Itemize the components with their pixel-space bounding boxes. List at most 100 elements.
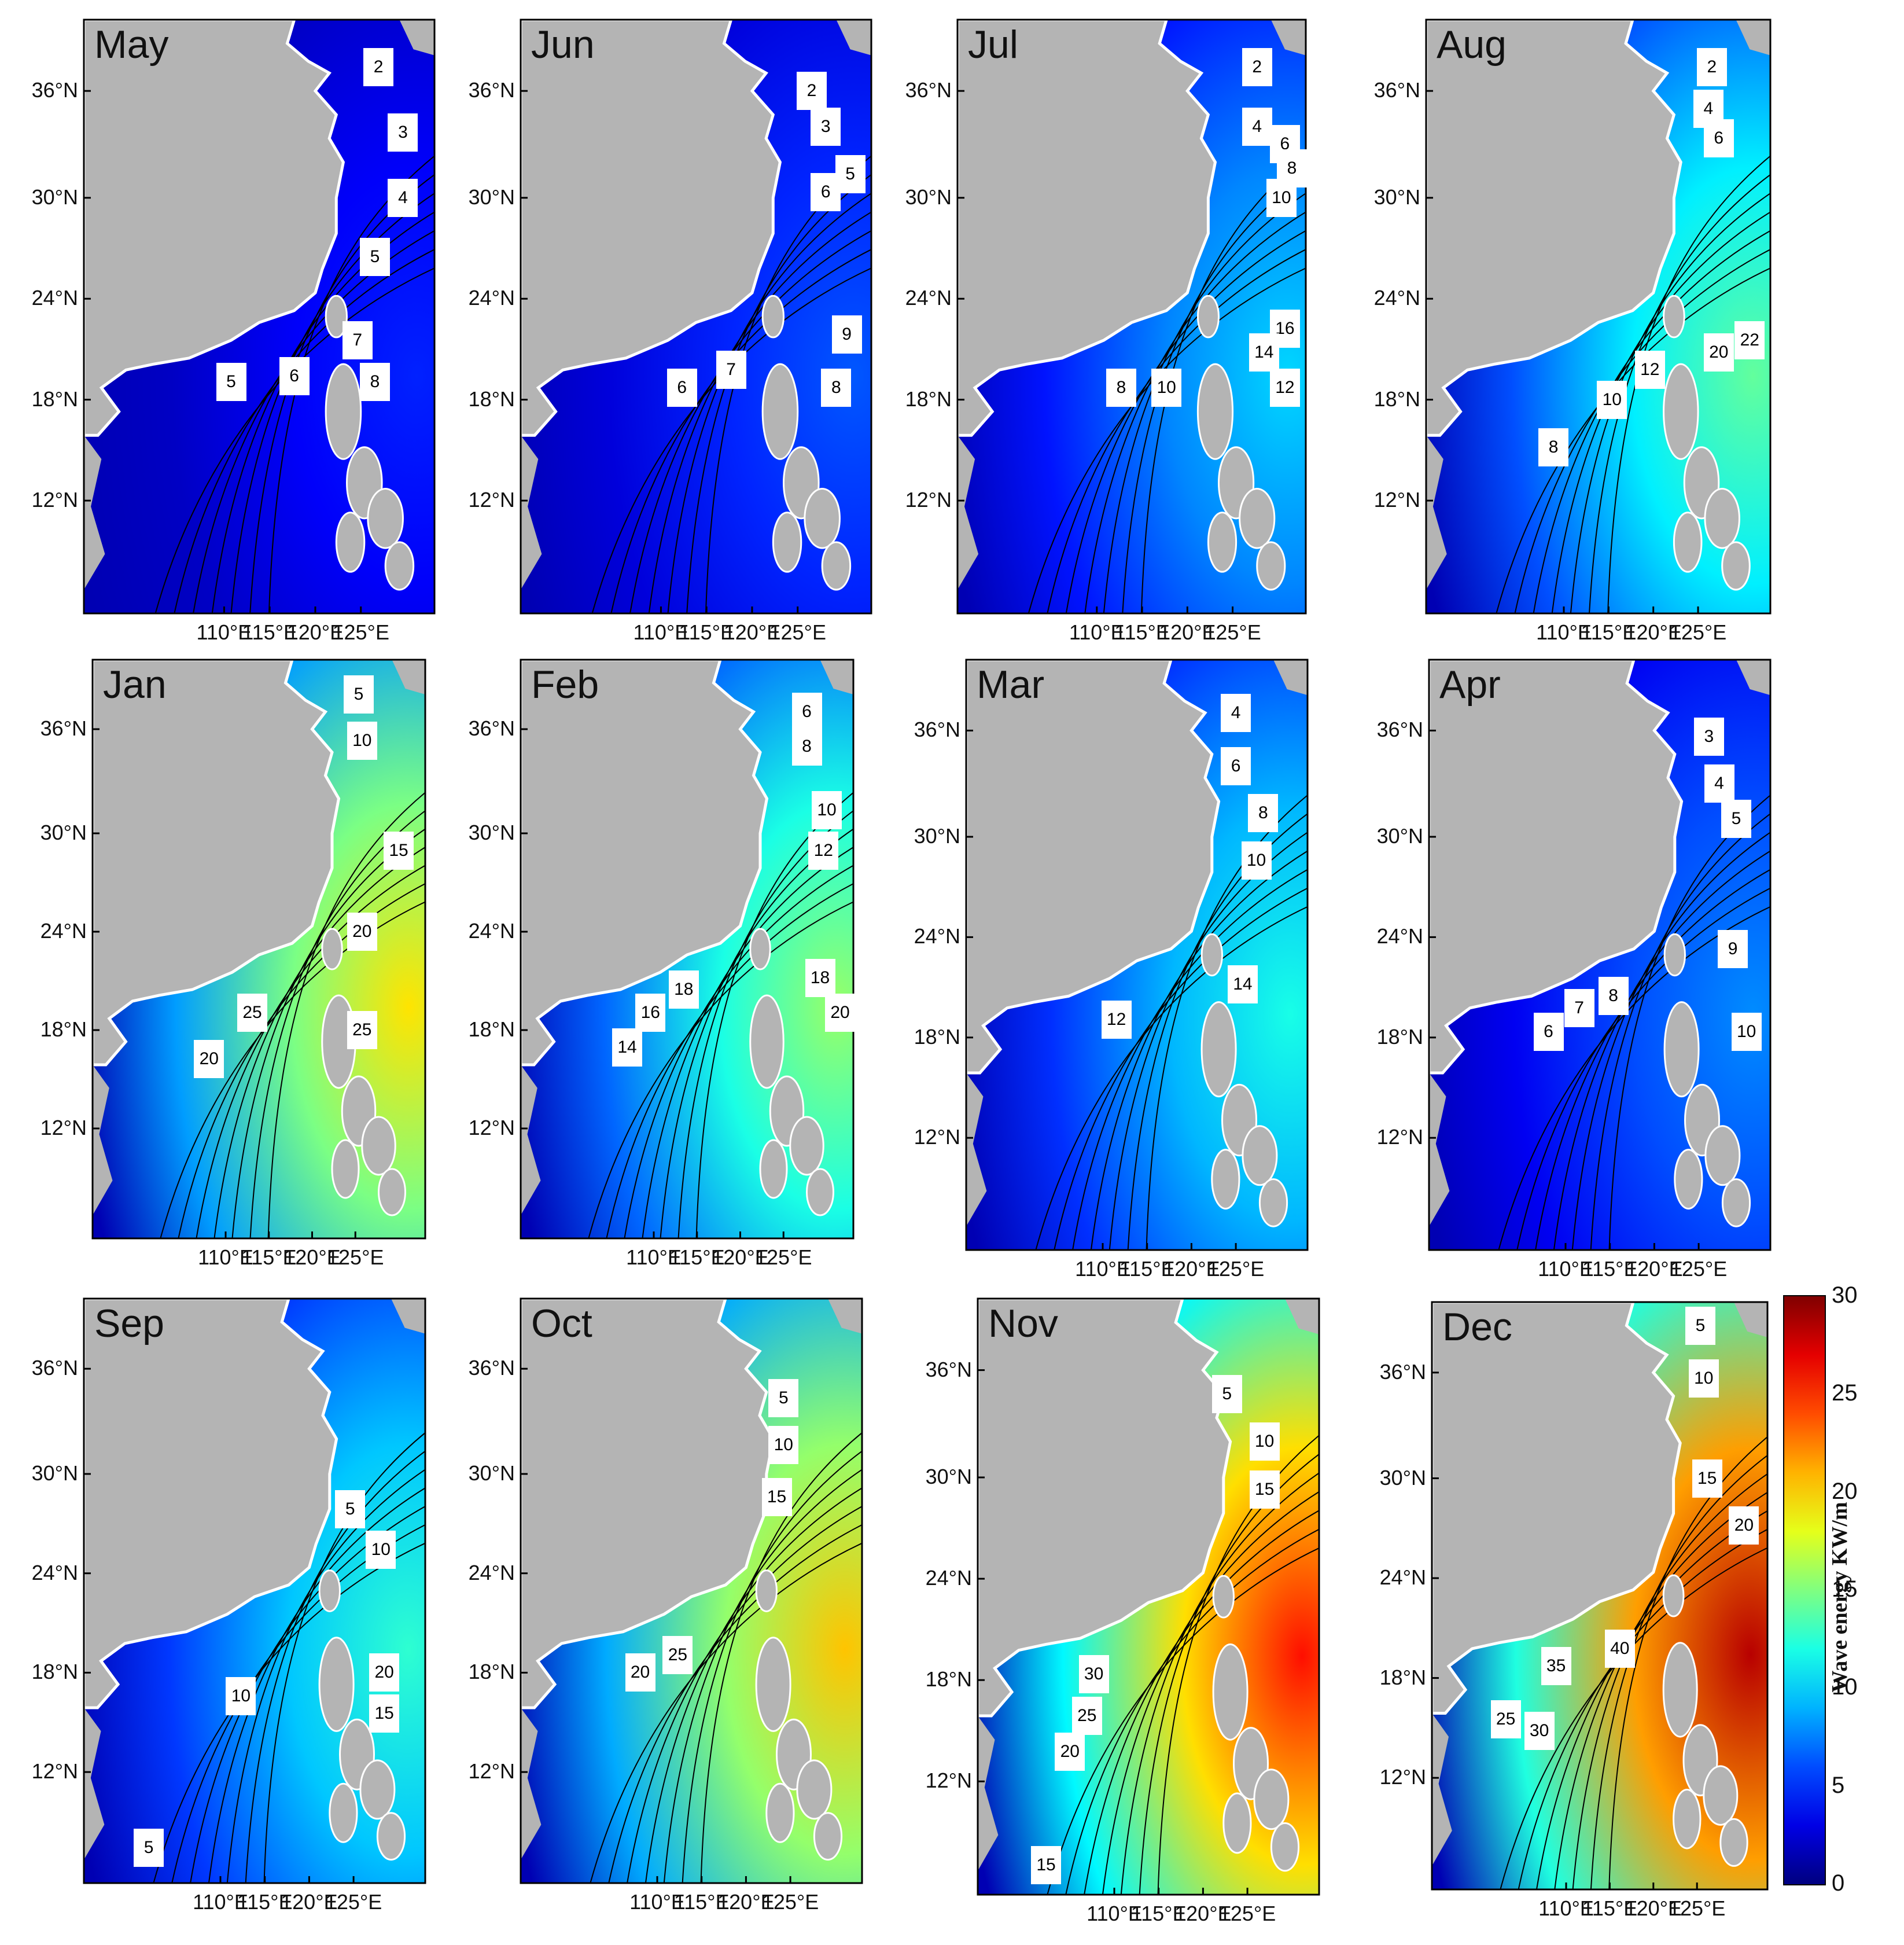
panel-frame	[1425, 19, 1772, 615]
colorbar-tick-label: 10	[1832, 1674, 1858, 1700]
land-philippines	[755, 1637, 791, 1732]
contour-line	[208, 1487, 426, 1884]
map-canvas	[964, 658, 1309, 1251]
lat-tick-label: 12°N	[31, 1759, 78, 1784]
contour-label: 18	[805, 959, 835, 997]
contour-label: 10	[1731, 1012, 1762, 1051]
land-mainland	[82, 18, 345, 437]
contour-label: 10	[1266, 178, 1297, 217]
land-philippines	[331, 1139, 360, 1199]
lat-tick-label: 18°N	[468, 1660, 515, 1684]
panel-frame	[1428, 659, 1772, 1251]
colorbar-tick-label: 15	[1832, 1576, 1858, 1602]
panel-frame	[520, 659, 855, 1240]
land-indochina	[84, 1708, 105, 1860]
land-philippines	[1663, 363, 1699, 460]
lat-tick-label: 12°N	[468, 488, 515, 512]
land-indochina	[966, 1073, 987, 1227]
contour-label: 5	[134, 1829, 164, 1867]
land-korea	[1285, 1299, 1319, 1334]
lon-tick-label: 115°E	[1581, 620, 1637, 644]
lat-tick-label: 36°N	[40, 716, 87, 740]
contour-line	[1072, 869, 1308, 1251]
contour-line	[700, 1432, 863, 1884]
contour-line	[230, 193, 435, 614]
contour-label: 3	[1693, 717, 1724, 756]
lat-tick-label: 36°N	[468, 78, 515, 102]
land-philippines	[329, 1782, 358, 1843]
panel-month-title: Aug	[1437, 23, 1507, 67]
lon-tick-label: 110°E	[193, 1890, 248, 1914]
land-philippines	[1719, 1818, 1748, 1867]
contour-label: 10	[1241, 841, 1272, 880]
lat-tick-label: 30°N	[40, 821, 87, 844]
lat-tick-label: 36°N	[905, 78, 952, 102]
contour-label: 8	[359, 362, 390, 401]
map-canvas	[1430, 1300, 1769, 1891]
land-philippines	[772, 512, 802, 573]
contour-label: 8	[821, 369, 852, 407]
panel-frame	[83, 1297, 426, 1884]
lat-tick-label: 30°N	[914, 824, 960, 848]
land-philippines	[749, 994, 785, 1089]
land-philippines	[1239, 488, 1276, 549]
panel-month-title: Dec	[1442, 1305, 1512, 1349]
lat-tick-label: 12°N	[914, 1125, 960, 1149]
land-taiwan	[1663, 933, 1686, 977]
lat-tick-label: 18°N	[905, 387, 952, 411]
lon-tick-label: 125°E	[1670, 1257, 1728, 1281]
land-korea	[392, 660, 425, 694]
contour-label: 15	[1692, 1459, 1722, 1498]
map-panel-dec: Dec 5 10 15 20 40 35 25 30	[1430, 1300, 1769, 1891]
land-indochina	[1429, 1073, 1450, 1227]
lon-tick-label: 115°E	[673, 1890, 730, 1914]
land-mainland	[1424, 18, 1682, 437]
map-panel-jul: Jul 2 4 6 8 10 16 14 8 10 12	[956, 18, 1307, 615]
contour-line	[682, 1450, 863, 1884]
land-philippines	[821, 541, 852, 591]
lat-tick-label: 30°N	[468, 821, 515, 844]
contour-label: 10	[366, 1531, 396, 1569]
lon-tick-label: 110°E	[633, 620, 689, 644]
contour-line	[267, 792, 426, 1239]
lon-tick-label: 115°E	[679, 620, 735, 644]
colorbar-tick-label: 20	[1832, 1478, 1858, 1504]
lon-tick-label: 125°E	[327, 1245, 384, 1269]
lon-tick-label: 115°E	[1582, 1257, 1638, 1281]
contour-label: 10	[1688, 1359, 1719, 1398]
contour-label: 20	[369, 1653, 400, 1692]
contour-label: 4	[1221, 693, 1251, 732]
land-philippines	[813, 1812, 843, 1861]
lat-tick-label: 36°N	[1373, 78, 1420, 102]
lon-tick-label: 120°E	[1174, 1902, 1232, 1925]
lon-tick-label: 125°E	[1218, 1902, 1276, 1925]
contour-line	[1607, 155, 1771, 614]
land-philippines	[804, 488, 841, 549]
map-panel-mar: Mar 4 6 8 10 14 12	[964, 658, 1309, 1251]
contour-label: 10	[812, 791, 842, 829]
land-indochina	[957, 435, 979, 590]
contour-label: 20	[625, 1653, 655, 1692]
land-indochina	[93, 1065, 113, 1215]
land-mainland	[964, 658, 1221, 1075]
contour-label: 4	[1704, 764, 1734, 803]
lon-tick-label: 120°E	[1625, 620, 1682, 644]
lon-tick-label: 110°E	[1069, 620, 1125, 644]
contour-label: 5	[359, 238, 390, 277]
contour-line	[663, 1469, 863, 1884]
contour-line	[196, 865, 426, 1239]
land-philippines	[1703, 1765, 1739, 1826]
contour-label: 14	[1227, 965, 1258, 1003]
land-philippines	[1721, 1178, 1751, 1227]
contour-line	[645, 1487, 863, 1884]
lat-tick-label: 30°N	[1373, 185, 1420, 209]
lon-tick-label: 110°E	[1538, 1896, 1594, 1920]
contour-label: 6	[666, 369, 697, 407]
panel-month-title: May	[94, 23, 169, 67]
land-indochina	[521, 1065, 541, 1215]
lat-tick-label: 36°N	[925, 1357, 972, 1381]
land-philippines	[1674, 1149, 1703, 1210]
lat-tick-label: 30°N	[468, 185, 515, 209]
lat-tick-label: 18°N	[1379, 1665, 1426, 1689]
lat-tick-label: 24°N	[468, 919, 515, 943]
